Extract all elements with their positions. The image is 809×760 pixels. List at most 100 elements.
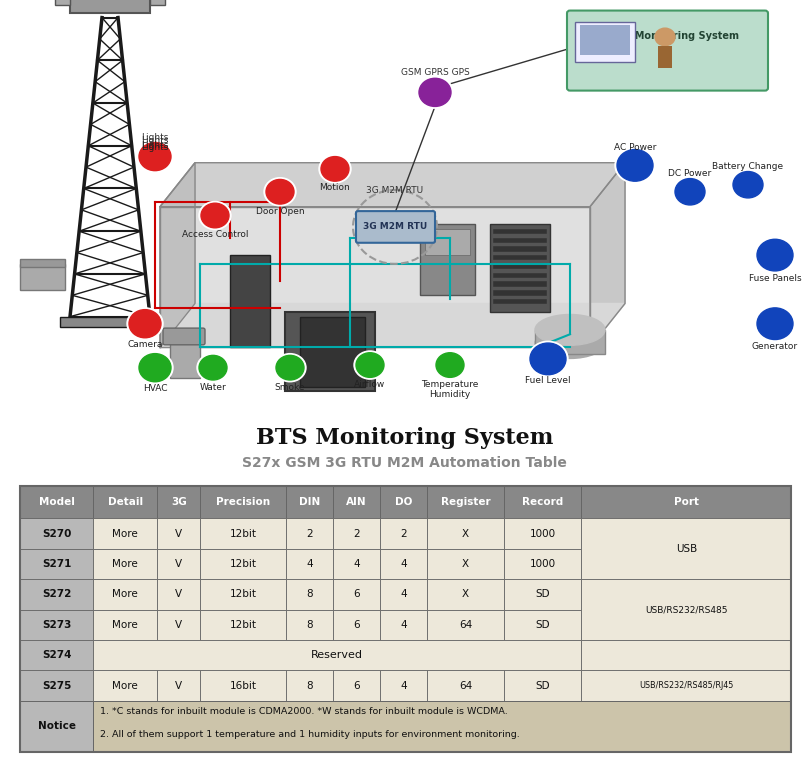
Bar [157, 486, 200, 518]
Bar [93, 579, 157, 610]
Bar [380, 579, 427, 610]
Circle shape [434, 351, 466, 379]
Bar [332, 610, 380, 640]
Text: 4: 4 [306, 559, 312, 569]
Text: 16bit: 16bit [230, 681, 256, 691]
Bar [60, 317, 160, 328]
Text: SD: SD [536, 590, 550, 600]
Circle shape [417, 77, 453, 108]
Text: Door Open: Door Open [256, 207, 304, 216]
Text: GSM GPRS GPS: GSM GPRS GPS [400, 68, 469, 78]
Text: 6: 6 [354, 620, 360, 630]
Bar [20, 549, 93, 579]
Text: S270: S270 [42, 529, 71, 539]
Bar [230, 255, 270, 347]
Circle shape [199, 201, 231, 230]
Bar [157, 610, 200, 640]
Text: 2: 2 [400, 529, 407, 539]
Text: 64: 64 [459, 620, 472, 630]
Circle shape [757, 308, 793, 340]
Bar [200, 518, 286, 549]
Text: 4: 4 [354, 559, 360, 569]
Text: More: More [112, 590, 138, 600]
Bar [493, 273, 547, 278]
Text: 4: 4 [400, 590, 407, 600]
FancyBboxPatch shape [356, 211, 435, 242]
Text: USB/RS232/RS485/RJ45: USB/RS232/RS485/RJ45 [639, 681, 734, 690]
Text: Lights: Lights [142, 143, 169, 151]
Bar [427, 518, 504, 549]
Text: 12bit: 12bit [230, 559, 256, 569]
Text: SD: SD [536, 681, 550, 691]
Bar [420, 224, 475, 295]
Text: DO: DO [395, 498, 413, 508]
Text: S271: S271 [42, 559, 71, 569]
Text: Fuel Level: Fuel Level [525, 376, 571, 385]
Bar [575, 22, 635, 62]
Bar [157, 579, 200, 610]
Text: 8: 8 [306, 681, 312, 691]
Bar [20, 640, 93, 670]
Text: Smoke: Smoke [275, 382, 305, 391]
Text: V: V [175, 559, 182, 569]
Text: USB: USB [676, 544, 697, 554]
Bar [286, 670, 332, 701]
Text: 3G M2M RTU: 3G M2M RTU [366, 186, 424, 195]
Bar [493, 281, 547, 287]
Bar [490, 224, 550, 312]
Circle shape [356, 353, 384, 378]
Text: Precision: Precision [216, 498, 270, 508]
Bar [70, 0, 150, 13]
Circle shape [129, 309, 161, 337]
Bar [493, 290, 547, 296]
Text: 6: 6 [354, 590, 360, 600]
Bar [504, 518, 582, 549]
Circle shape [733, 172, 763, 198]
Bar [425, 229, 470, 255]
Text: Battery Change: Battery Change [713, 162, 784, 171]
Circle shape [615, 147, 655, 183]
Text: S274: S274 [42, 651, 71, 660]
Circle shape [673, 177, 707, 207]
Bar [20, 259, 65, 267]
Text: Lights: Lights [142, 141, 169, 150]
Text: 4: 4 [400, 559, 407, 569]
Circle shape [354, 351, 386, 379]
Text: Port: Port [674, 498, 699, 508]
Polygon shape [160, 163, 195, 347]
Text: 1000: 1000 [530, 529, 556, 539]
Bar [20, 518, 93, 549]
Bar [170, 334, 200, 378]
Bar [20, 264, 65, 290]
Polygon shape [160, 207, 590, 347]
Text: 6: 6 [354, 681, 360, 691]
Text: Generator: Generator [752, 342, 798, 351]
Text: V: V [175, 620, 182, 630]
Bar [285, 312, 375, 391]
Text: Detail: Detail [108, 498, 142, 508]
Text: 3G M2M RTU: 3G M2M RTU [363, 223, 427, 232]
Bar [157, 670, 200, 701]
Bar [20, 701, 93, 752]
Text: X: X [462, 529, 469, 539]
Bar [93, 518, 157, 549]
Bar [582, 579, 791, 640]
Circle shape [276, 356, 304, 380]
Bar [93, 701, 791, 752]
Bar [504, 579, 582, 610]
Bar [332, 549, 380, 579]
Polygon shape [160, 163, 625, 207]
Text: 12bit: 12bit [230, 620, 256, 630]
Text: 12bit: 12bit [230, 590, 256, 600]
Bar [93, 670, 157, 701]
Text: Lights: Lights [142, 136, 169, 145]
Bar [93, 549, 157, 579]
Bar [493, 264, 547, 269]
Text: Record: Record [522, 498, 563, 508]
Text: 4: 4 [400, 620, 407, 630]
Text: S272: S272 [42, 590, 71, 600]
Bar [504, 549, 582, 579]
Circle shape [201, 203, 229, 228]
Circle shape [137, 141, 173, 173]
Bar [427, 486, 504, 518]
